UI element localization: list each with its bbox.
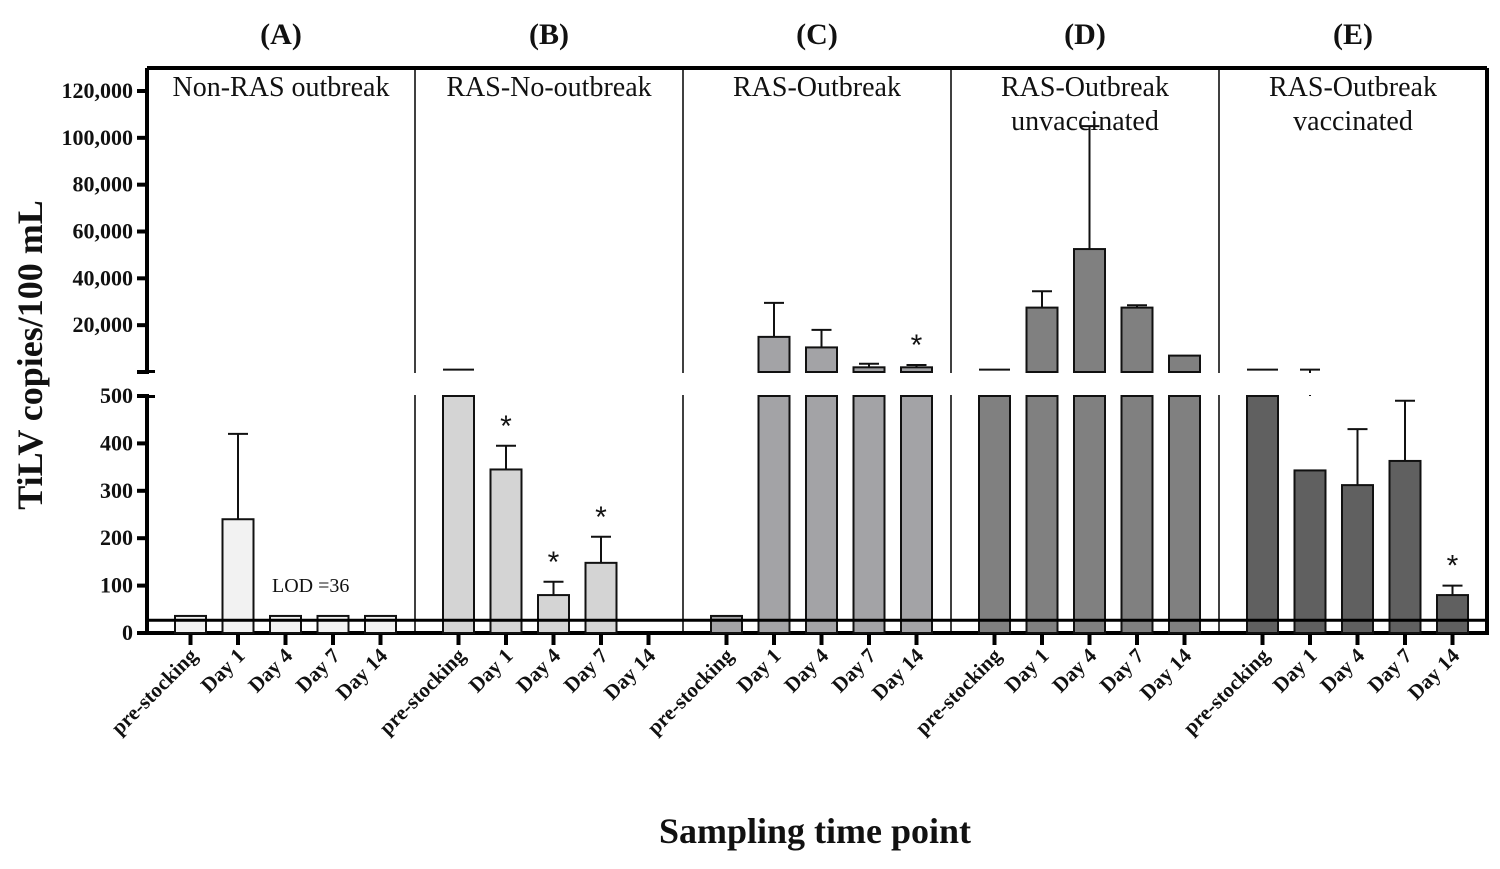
panel-title: RAS-Outbreak bbox=[733, 72, 901, 103]
bar-upper-segment bbox=[757, 335, 791, 373]
y-tick-label: 300 bbox=[100, 478, 133, 503]
y-tick-label: 100,000 bbox=[62, 125, 134, 150]
x-tick-label: Day 4 bbox=[1047, 643, 1101, 697]
bar bbox=[174, 614, 207, 634]
bar-lower-segment bbox=[1073, 395, 1106, 634]
bar bbox=[1388, 459, 1422, 634]
significance-marker: * bbox=[500, 410, 512, 443]
x-tick-label: Day 1 bbox=[1268, 644, 1322, 698]
bar bbox=[489, 468, 523, 634]
panel-label: (A) bbox=[260, 18, 302, 51]
significance-marker: * bbox=[595, 501, 607, 534]
bar bbox=[710, 614, 743, 634]
y-tick-label: 40,000 bbox=[73, 265, 134, 290]
x-tick-label: Day 4 bbox=[511, 643, 565, 697]
significance-marker: * bbox=[1447, 550, 1459, 583]
panel-title: RAS-No-outbreak bbox=[446, 72, 651, 103]
x-tick-label: Day 1 bbox=[464, 644, 518, 698]
x-tick-label: Day 4 bbox=[779, 643, 833, 697]
bar bbox=[316, 614, 350, 634]
panel-label: (D) bbox=[1064, 18, 1106, 51]
y-tick-label: 400 bbox=[100, 430, 133, 455]
x-tick-label: Day 4 bbox=[243, 643, 297, 697]
x-tick-label: Day 1 bbox=[196, 644, 250, 698]
panel-title: unvaccinated bbox=[1011, 106, 1159, 137]
bar-lower-segment bbox=[852, 395, 886, 634]
bar-lower-segment bbox=[1168, 395, 1201, 634]
bar-lower-segment bbox=[1246, 395, 1279, 634]
y-tick-label: 500 bbox=[100, 383, 133, 408]
bar-lower-segment bbox=[805, 395, 838, 634]
lod-label: LOD =36 bbox=[272, 575, 349, 597]
bar-upper-segment bbox=[1025, 306, 1059, 373]
bar bbox=[1293, 469, 1327, 634]
x-tick-label: Day 14 bbox=[1135, 643, 1196, 704]
bar bbox=[1341, 484, 1374, 634]
bar-upper-segment bbox=[1073, 248, 1106, 373]
y-axis-title: TiLV copies/100 mL bbox=[10, 200, 50, 509]
panel-label: (C) bbox=[796, 18, 838, 51]
bar-upper-segment bbox=[805, 346, 838, 374]
axis-break-gap bbox=[149, 373, 1485, 395]
x-axis-title: Sampling time point bbox=[659, 811, 971, 851]
significance-marker: * bbox=[548, 546, 560, 579]
bar-lower-segment bbox=[757, 395, 791, 634]
x-tick-label: Day 1 bbox=[732, 644, 786, 698]
bar bbox=[269, 614, 302, 634]
x-tick-label: Day 14 bbox=[331, 643, 392, 704]
y-tick-label: 20,000 bbox=[73, 312, 134, 337]
y-tick-label: 200 bbox=[100, 525, 133, 550]
y-tick-label: 100 bbox=[100, 573, 133, 598]
bar-upper-segment bbox=[900, 366, 933, 374]
bar-lower-segment bbox=[1120, 395, 1154, 634]
significance-marker: * bbox=[911, 329, 923, 362]
panel-title: Non-RAS outbreak bbox=[173, 72, 390, 103]
bar-upper-segment bbox=[852, 366, 886, 374]
bar bbox=[1436, 594, 1469, 635]
x-tick-label: Day 14 bbox=[599, 643, 660, 704]
bar bbox=[221, 518, 255, 634]
bar-upper-segment bbox=[1120, 306, 1154, 373]
panel-title: vaccinated bbox=[1293, 106, 1413, 137]
bar-lower-segment bbox=[900, 395, 933, 634]
bar bbox=[537, 594, 570, 635]
x-tick-label: pre-stocking bbox=[106, 643, 202, 739]
x-tick-label: Day 4 bbox=[1315, 643, 1369, 697]
bar-lower-segment bbox=[978, 395, 1011, 634]
bar bbox=[364, 614, 397, 634]
panel-label: (B) bbox=[529, 18, 569, 51]
x-tick-label: Day 14 bbox=[867, 643, 928, 704]
x-tick-label: Day 1 bbox=[1000, 644, 1054, 698]
y-axis: 20,000 40,000 60,000 80,000 100,000 120,000 0 1… bbox=[62, 68, 155, 645]
y-tick-label: 60,000 bbox=[73, 219, 134, 244]
y-tick-label: 80,000 bbox=[73, 172, 134, 197]
panel-title: RAS-Outbreak bbox=[1269, 72, 1437, 103]
bar bbox=[584, 561, 618, 635]
panel-label: (E) bbox=[1333, 18, 1373, 51]
bar-lower-segment bbox=[1025, 395, 1059, 634]
y-tick-label: 120,000 bbox=[62, 78, 134, 103]
panel-title: RAS-Outbreak bbox=[1001, 72, 1169, 103]
x-tick-label: Day 14 bbox=[1403, 643, 1464, 704]
y-tick-label: 0 bbox=[122, 620, 133, 645]
bar-upper-segment bbox=[1168, 354, 1201, 374]
bar-lower-segment bbox=[442, 395, 475, 634]
